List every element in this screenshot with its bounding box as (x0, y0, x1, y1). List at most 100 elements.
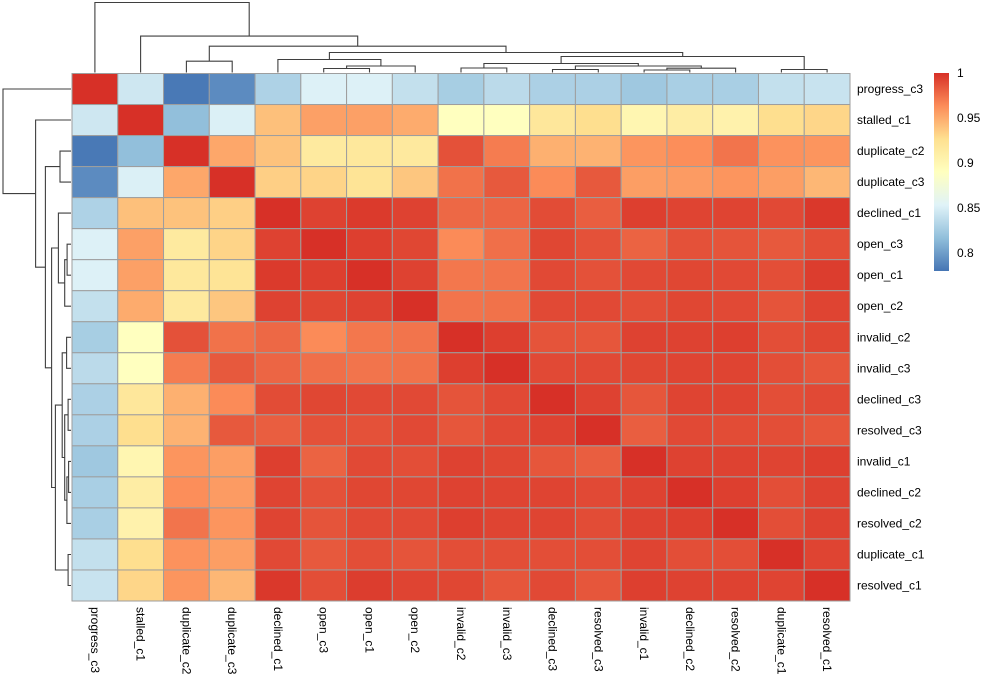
heatmap-grid (71, 73, 851, 602)
heatmap-cell (254, 569, 302, 602)
heatmap-cell (712, 507, 759, 540)
heatmap-cell (300, 228, 348, 261)
heatmap-cell (117, 166, 165, 199)
row-label: invalid_c1 (857, 454, 911, 468)
column-label: open_c3 (317, 607, 331, 653)
heatmap-cell (71, 445, 119, 478)
heatmap-cell (391, 445, 439, 478)
heatmap-cell (666, 73, 714, 106)
heatmap-cell (254, 383, 302, 416)
column-labels: progress_c3 stalled_c1 duplicate_c2 duplica… (88, 607, 834, 675)
heatmap-cell (712, 414, 759, 447)
heatmap-cell (620, 135, 668, 168)
heatmap-cell (712, 73, 759, 106)
heatmap-cell (346, 507, 393, 540)
heatmap-cell (574, 197, 622, 230)
heatmap-cell (803, 290, 851, 323)
heatmap-cell (346, 104, 393, 137)
heatmap-cell (300, 197, 348, 230)
heatmap-cell (346, 321, 393, 354)
heatmap-cell (437, 104, 485, 137)
heatmap-cell (208, 73, 256, 106)
heatmap-cell (757, 135, 805, 168)
heatmap-cell (620, 228, 668, 261)
heatmap-cell (529, 507, 576, 540)
heatmap-cell (391, 73, 439, 106)
heatmap-cell (346, 290, 393, 323)
heatmap-cell (254, 290, 302, 323)
heatmap-cell (117, 507, 165, 540)
heatmap-cell (803, 321, 851, 354)
heatmap-cell (163, 569, 210, 602)
heatmap-cell (300, 321, 348, 354)
heatmap-cell (803, 476, 851, 509)
heatmap-cell (391, 476, 439, 509)
row-labels: progress_c3 stalled_c1 duplicate_c2duplica… (857, 82, 925, 593)
heatmap-cell (574, 73, 622, 106)
heatmap-cell (712, 290, 759, 323)
legend-tick-label: 0.95 (957, 111, 981, 125)
heatmap-cell (666, 259, 714, 292)
heatmap-cell (757, 352, 805, 385)
row-label: invalid_c2 (857, 330, 911, 344)
heatmap-cell (346, 228, 393, 261)
heatmap-cell (254, 538, 302, 571)
heatmap-cell (803, 569, 851, 602)
column-label: declined_c3 (546, 607, 560, 671)
column-label: open_c2 (408, 607, 422, 653)
heatmap-cell (208, 228, 256, 261)
heatmap-cell (254, 352, 302, 385)
heatmap-cell (620, 569, 668, 602)
row-label: duplicate_c1 (857, 548, 925, 562)
heatmap-cell (391, 569, 439, 602)
heatmap-cell (483, 383, 531, 416)
heatmap-cell (117, 569, 165, 602)
heatmap-cell (437, 321, 485, 354)
heatmap-cell (208, 321, 256, 354)
heatmap-cell (574, 352, 622, 385)
column-label: invalid_c2 (454, 607, 468, 661)
row-label: resolved_c2 (857, 516, 922, 530)
heatmap-cell (803, 445, 851, 478)
heatmap-cell (254, 507, 302, 540)
heatmap-cell (437, 73, 485, 106)
column-label: resolved_c1 (820, 607, 834, 672)
heatmap-cell (529, 414, 576, 447)
heatmap-cell (666, 569, 714, 602)
heatmap-cell (71, 507, 119, 540)
heatmap-cell (712, 445, 759, 478)
heatmap-cell (437, 445, 485, 478)
heatmap-cell (254, 166, 302, 199)
heatmap-cell (437, 352, 485, 385)
legend-tick-label: 0.9 (957, 156, 974, 170)
heatmap-cell (666, 135, 714, 168)
heatmap-cell (712, 383, 759, 416)
heatmap-cell (346, 197, 393, 230)
heatmap-cell (71, 104, 119, 137)
heatmap-cell (437, 569, 485, 602)
heatmap-cell (803, 135, 851, 168)
heatmap-cell (529, 259, 576, 292)
column-label: open_c1 (363, 607, 377, 653)
heatmap-cell (803, 259, 851, 292)
heatmap-cell (757, 538, 805, 571)
heatmap-cell (254, 197, 302, 230)
heatmap-cell (346, 135, 393, 168)
heatmap-cell (437, 135, 485, 168)
heatmap-cell (300, 352, 348, 385)
heatmap-cell (254, 259, 302, 292)
row-dendrogram (2, 88, 71, 587)
heatmap-cell (803, 507, 851, 540)
heatmap-cell (574, 383, 622, 416)
heatmap-cell (163, 197, 210, 230)
heatmap-cell (71, 352, 119, 385)
heatmap-cell (803, 73, 851, 106)
column-label: invalid_c1 (637, 607, 651, 661)
heatmap-cell (163, 383, 210, 416)
heatmap-cell (391, 507, 439, 540)
heatmap-cell (163, 259, 210, 292)
heatmap-cell (574, 538, 622, 571)
heatmap-cell (712, 135, 759, 168)
legend-tick-label: 0.85 (957, 201, 981, 215)
